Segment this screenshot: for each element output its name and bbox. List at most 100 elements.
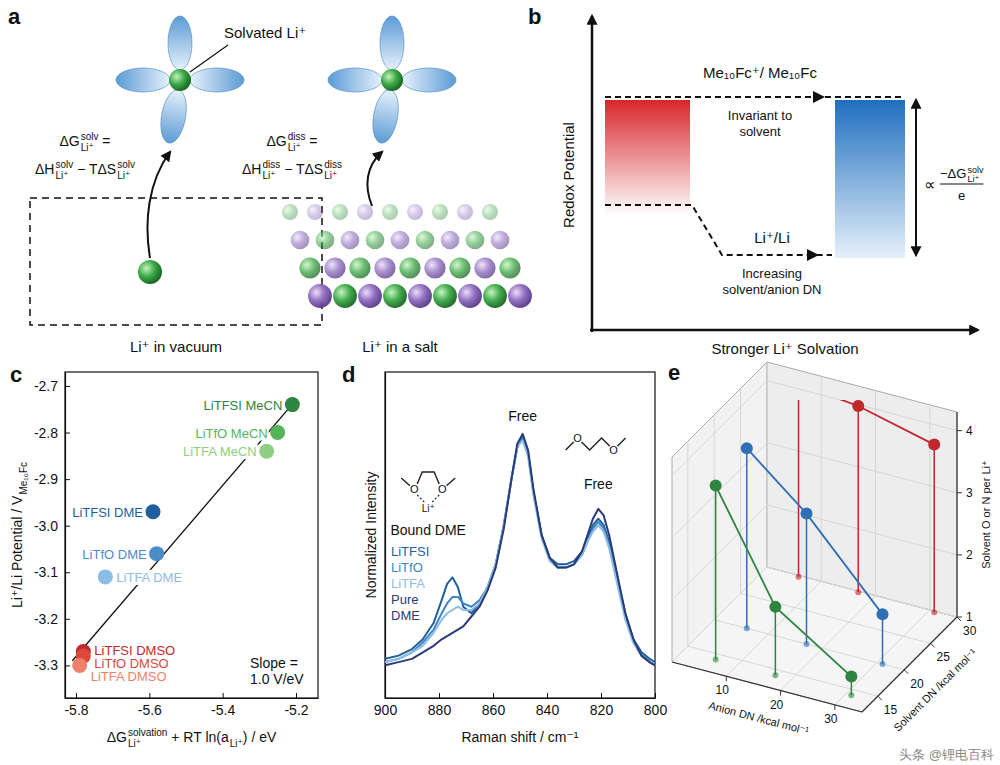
lattice-ion: [508, 284, 532, 308]
series-label: LiTFA: [391, 576, 425, 591]
grid-line: [714, 620, 904, 670]
tick-label: 2: [966, 548, 973, 562]
grid-line: [875, 391, 876, 596]
tick-label: 25: [937, 650, 951, 664]
solvent-molecule: [157, 88, 190, 145]
tick: -3.0: [34, 518, 70, 534]
equation: ΔHdissLi⁺ − TΔSdissLi⁺: [242, 159, 342, 181]
lattice-ion: [433, 284, 457, 308]
wall-pane: [672, 362, 767, 662]
tick-mark: [65, 665, 70, 666]
spectrum-line: [385, 437, 655, 665]
point: [146, 504, 161, 519]
panel-letter: d: [342, 362, 355, 387]
tick-mark: [957, 617, 962, 618]
tick-label: 900: [374, 702, 398, 718]
lattice-ion: [366, 231, 385, 250]
point-label: LiTfO MeCN: [194, 426, 268, 441]
point: [72, 658, 87, 673]
label-superscript: diss: [262, 159, 280, 170]
label-text: − TΔS: [280, 161, 323, 177]
level-arrow: [807, 249, 819, 261]
lattice-ion: [424, 257, 445, 278]
lattice-ion: [482, 204, 498, 220]
axis-line: [386, 698, 656, 699]
floor-point: [855, 589, 861, 595]
lattice-ion: [291, 231, 310, 250]
y-axis-line: [862, 617, 957, 712]
lattice-ion: [441, 231, 460, 250]
tick-mark: [931, 643, 935, 647]
tick-label: -5.6: [138, 702, 162, 718]
lattice-ion: [307, 204, 323, 220]
tick: -2.7: [34, 378, 70, 394]
tick-label: -2.7: [34, 378, 58, 394]
fraction-bar: [940, 184, 983, 185]
floor-point: [744, 625, 750, 631]
solvent-molecule: [116, 68, 170, 92]
grid-line: [767, 443, 957, 493]
tick-label: 860: [482, 702, 506, 718]
floor-point: [713, 656, 719, 662]
label-text: ΔG: [107, 729, 127, 745]
lattice-ion: [483, 284, 507, 308]
grid-line: [767, 567, 957, 617]
label-subscript: Me₁₀Fc: [18, 462, 29, 495]
grid-line: [767, 381, 957, 431]
tick-mark: [76, 693, 77, 698]
lattice-ion: [324, 257, 345, 278]
annotation: Free: [508, 408, 537, 424]
label-patch: [194, 426, 268, 441]
tick-mark: [957, 617, 961, 621]
spectrum-line: [385, 437, 655, 662]
tick-label: 1: [966, 610, 973, 624]
equation: ΔGdissLi⁺ =: [266, 131, 317, 153]
marks: [385, 434, 655, 665]
tick-label: 20: [910, 677, 924, 691]
axis-title: Li⁺/Li Potential / VMe₁₀Fc: [9, 462, 29, 608]
lattice-ion: [282, 204, 298, 220]
tick-label: 20: [770, 698, 784, 712]
solvated-ion: [328, 16, 456, 145]
grid-line: [781, 596, 876, 691]
tick-mark: [65, 386, 70, 387]
level-arrow: [813, 91, 825, 103]
gap-arrow: [915, 100, 917, 255]
label-subscript: Li⁺: [262, 170, 275, 181]
atom-patch: [572, 433, 583, 444]
tick: 880: [428, 693, 452, 718]
x-axis-line: [672, 662, 862, 712]
tick-mark: [223, 693, 224, 698]
stem: [715, 486, 717, 660]
x-axis: -5.8-5.6-5.4-5.2: [64, 693, 318, 718]
axis-line: [385, 373, 386, 699]
series-line: [799, 400, 935, 445]
lattice-ion: [349, 257, 370, 278]
level-line: [605, 205, 832, 255]
label-patch: [182, 444, 258, 459]
series-label: DME: [391, 608, 420, 623]
grid-line: [821, 376, 822, 581]
tick-mark: [726, 676, 727, 681]
lattice-ion: [341, 231, 360, 250]
lithium-ion: [169, 69, 191, 91]
rich-label-body: ΔGdissLi⁺ =: [266, 131, 317, 153]
tick-label: -5.4: [211, 702, 235, 718]
point: [259, 444, 274, 459]
stem: [746, 448, 748, 628]
level-label: Me₁₀Fc⁺/ Me₁₀Fc: [703, 64, 817, 81]
equation: ΔGsolvLi⁺ =: [59, 131, 110, 153]
label-patch: [90, 669, 168, 684]
stem: [933, 445, 935, 613]
atom-patch: [437, 484, 448, 495]
label-text: Li⁺/Li Potential / V: [9, 495, 25, 608]
panel-d: d900880860840820800LiTFSILiTfOLiTFAPureD…: [342, 362, 667, 745]
tick-mark: [296, 693, 297, 698]
lattice-ion: [499, 257, 520, 278]
floor-point: [880, 661, 886, 667]
point-label-text: LiTFA DMSO: [91, 669, 167, 684]
solvent-molecule: [402, 68, 456, 92]
solvent-molecule: [369, 88, 402, 145]
series-line: [716, 486, 852, 677]
tick: -5.8: [64, 693, 88, 718]
